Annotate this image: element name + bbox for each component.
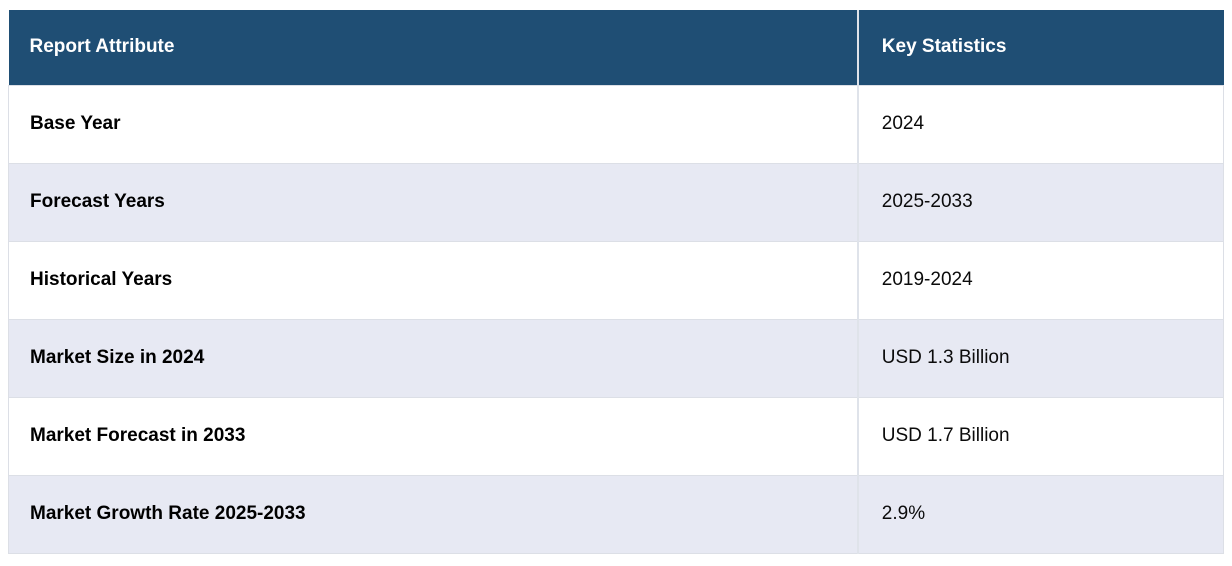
attribute-cell: Market Size in 2024 xyxy=(7,318,858,397)
column-header-report-attribute: Report Attribute xyxy=(8,10,858,85)
value-cell: USD 1.3 Billion xyxy=(856,318,1224,397)
attribute-cell: Base Year xyxy=(7,84,858,163)
table-header-row: Report Attribute Key Statistics xyxy=(8,10,1224,85)
table-row-market-forecast: Market Forecast in 2033 USD 1.7 Billion xyxy=(7,396,1224,475)
report-statistics-section: Report Attribute Key Statistics Base Yea… xyxy=(7,10,1224,554)
table-row-base-year: Base Year 2024 xyxy=(7,84,1224,163)
attribute-cell: Market Forecast in 2033 xyxy=(7,396,858,475)
attribute-cell: Forecast Years xyxy=(7,162,858,241)
attribute-cell: Historical Years xyxy=(7,240,858,319)
attribute-cell: Market Growth Rate 2025-2033 xyxy=(7,474,858,554)
value-cell: 2025-2033 xyxy=(856,162,1224,241)
table-row-market-growth-rate: Market Growth Rate 2025-2033 2.9% xyxy=(7,474,1224,554)
value-cell: USD 1.7 Billion xyxy=(856,396,1224,475)
table-row-market-size: Market Size in 2024 USD 1.3 Billion xyxy=(7,318,1224,397)
table-row-forecast-years: Forecast Years 2025-2033 xyxy=(7,162,1224,241)
value-cell: 2024 xyxy=(856,84,1224,163)
value-cell: 2.9% xyxy=(856,474,1224,554)
table-row-historical-years: Historical Years 2019-2024 xyxy=(7,240,1224,319)
report-attributes-table: Report Attribute Key Statistics Base Yea… xyxy=(7,10,1224,554)
column-header-key-statistics: Key Statistics xyxy=(856,10,1224,85)
value-cell: 2019-2024 xyxy=(856,240,1224,319)
